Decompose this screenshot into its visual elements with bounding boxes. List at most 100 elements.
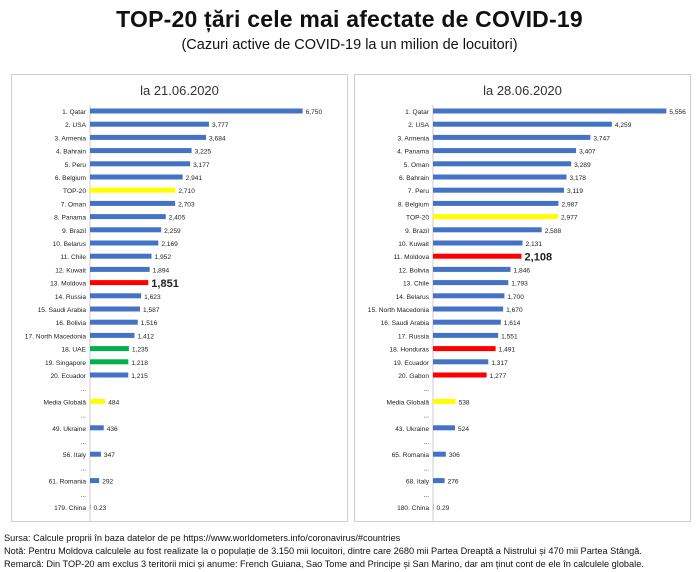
- page-title: TOP-20 țări cele mai afectate de COVID-1…: [116, 6, 583, 32]
- left-bar: [90, 253, 152, 259]
- left-value-label: 3,225: [195, 149, 212, 156]
- left-bar: [90, 306, 140, 312]
- right-value-label: 1,614: [504, 320, 521, 327]
- right-value-label: 2,108: [525, 252, 553, 264]
- left-bar: [90, 200, 176, 206]
- left-bar: [90, 398, 106, 404]
- left-value-label: 1,215: [131, 373, 148, 380]
- right-bar: [433, 372, 487, 378]
- right-category-label: 6. Bahrain: [399, 175, 429, 182]
- left-category-label: 13. Moldova: [50, 281, 86, 288]
- left-value-label: 2,259: [164, 228, 181, 235]
- left-bar: [90, 108, 303, 114]
- right-value-label: 2,977: [561, 215, 578, 222]
- right-value-label: 0.29: [437, 505, 450, 512]
- right-category-label: 15. North Macedonia: [368, 307, 430, 314]
- right-value-label: 276: [448, 479, 459, 486]
- right-value-label: 1,317: [491, 360, 508, 367]
- left-category-label: 3. Armenia: [54, 135, 86, 142]
- right-value-label: 1,491: [499, 347, 516, 354]
- left-value-label: 6,750: [306, 109, 323, 116]
- left-value-label: 1,587: [143, 307, 160, 314]
- right-value-label: 3,119: [567, 188, 583, 195]
- right-category-label: 14. Belarus: [396, 294, 430, 301]
- right-bar: [433, 121, 612, 127]
- right-bar: [433, 214, 559, 220]
- left-bar: [90, 161, 191, 167]
- left-value-label: 3,777: [212, 122, 229, 129]
- left-bar: [90, 372, 129, 378]
- right-category-label: 180. China: [397, 505, 429, 512]
- right-category-label: 11. Moldova: [394, 254, 430, 261]
- left-value-label: 2,710: [178, 188, 195, 195]
- right-value-label: 1,793: [511, 281, 528, 288]
- left-value-label: 347: [104, 452, 115, 459]
- right-value-label: 5,556: [669, 109, 686, 116]
- left-bar: [90, 266, 150, 272]
- right-category-label: TOP-20: [406, 215, 429, 222]
- left-category-label: 9. Brazil: [62, 228, 86, 235]
- chart-panel-right: la 28.06.2020 1. Qatar 5,556 2. USA 4,259 3. …: [354, 74, 691, 522]
- right-category-label: 19. Ecuador: [393, 360, 429, 367]
- right-value-label: 3,407: [579, 149, 596, 156]
- left-bar: [90, 214, 166, 220]
- left-category-label: 19. Singapore: [45, 360, 86, 367]
- right-category-label: 10. Kuwait: [398, 241, 429, 248]
- chart-panel-left: la 21.06.2020 1. Qatar 6,750 2. USA 3,777 3. …: [11, 74, 348, 522]
- right-category-label: ...: [424, 439, 430, 446]
- right-bar: [433, 200, 559, 206]
- left-value-label: 2,703: [178, 201, 195, 208]
- right-bar: [433, 148, 577, 154]
- right-bar: [433, 451, 446, 457]
- right-bar: [433, 266, 511, 272]
- left-category-label: 1. Qatar: [62, 109, 87, 116]
- right-category-label: 18. Honduras: [389, 347, 429, 354]
- right-bar: [433, 306, 504, 312]
- left-value-label: 1,623: [144, 294, 161, 301]
- right-category-label: 65. Romania: [392, 452, 430, 459]
- left-category-label: 4. Bahrain: [56, 149, 86, 156]
- right-category-label: 7. Peru: [408, 188, 430, 195]
- right-category-label: 5. Oman: [404, 162, 430, 169]
- left-value-label: 1,218: [131, 360, 148, 367]
- left-chart-title: la 21.06.2020: [140, 83, 219, 98]
- left-category-label: 20. Ecuador: [50, 373, 86, 380]
- left-value-label: 1,412: [137, 333, 154, 340]
- right-value-label: 1,277: [490, 373, 507, 380]
- right-bar: [433, 478, 445, 484]
- right-value-label: 1,670: [506, 307, 523, 314]
- right-value-label: 4,259: [615, 122, 632, 129]
- left-category-label: ...: [81, 439, 87, 446]
- left-bar: [90, 174, 183, 180]
- footer-note: Notă: Pentru Moldova calculele au fost r…: [4, 546, 642, 556]
- left-bar: [90, 134, 207, 140]
- right-category-label: 1. Qatar: [405, 109, 430, 116]
- right-bar: [433, 253, 522, 259]
- right-value-label: 524: [458, 426, 469, 433]
- right-bar: [433, 425, 456, 431]
- right-bar: [433, 332, 499, 338]
- right-value-label: 2,588: [545, 228, 562, 235]
- left-bar: [90, 451, 101, 457]
- left-category-label: 16. Bolivia: [56, 320, 87, 327]
- left-category-label: ...: [81, 492, 87, 499]
- left-value-label: 1,516: [141, 320, 158, 327]
- left-value-label: 1,894: [153, 267, 170, 274]
- right-bar: [433, 108, 667, 114]
- right-bar: [433, 504, 434, 510]
- left-category-label: 8. Panama: [54, 215, 86, 222]
- right-bar: [433, 359, 489, 365]
- left-bar: [90, 504, 91, 510]
- left-bar: [90, 425, 104, 431]
- left-category-label: ...: [81, 413, 87, 420]
- left-category-label: Media Globală: [43, 399, 86, 406]
- right-category-label: ...: [424, 492, 430, 499]
- left-category-label: 49. Ukraine: [52, 426, 86, 433]
- left-value-label: 436: [107, 426, 118, 433]
- left-category-label: 10. Belarus: [53, 241, 87, 248]
- right-category-label: Media Globală: [386, 399, 429, 406]
- left-bar: [90, 332, 135, 338]
- right-value-label: 1,846: [514, 267, 531, 274]
- right-value-label: 3,747: [593, 135, 610, 142]
- left-category-label: 12. Kuwait: [55, 267, 86, 274]
